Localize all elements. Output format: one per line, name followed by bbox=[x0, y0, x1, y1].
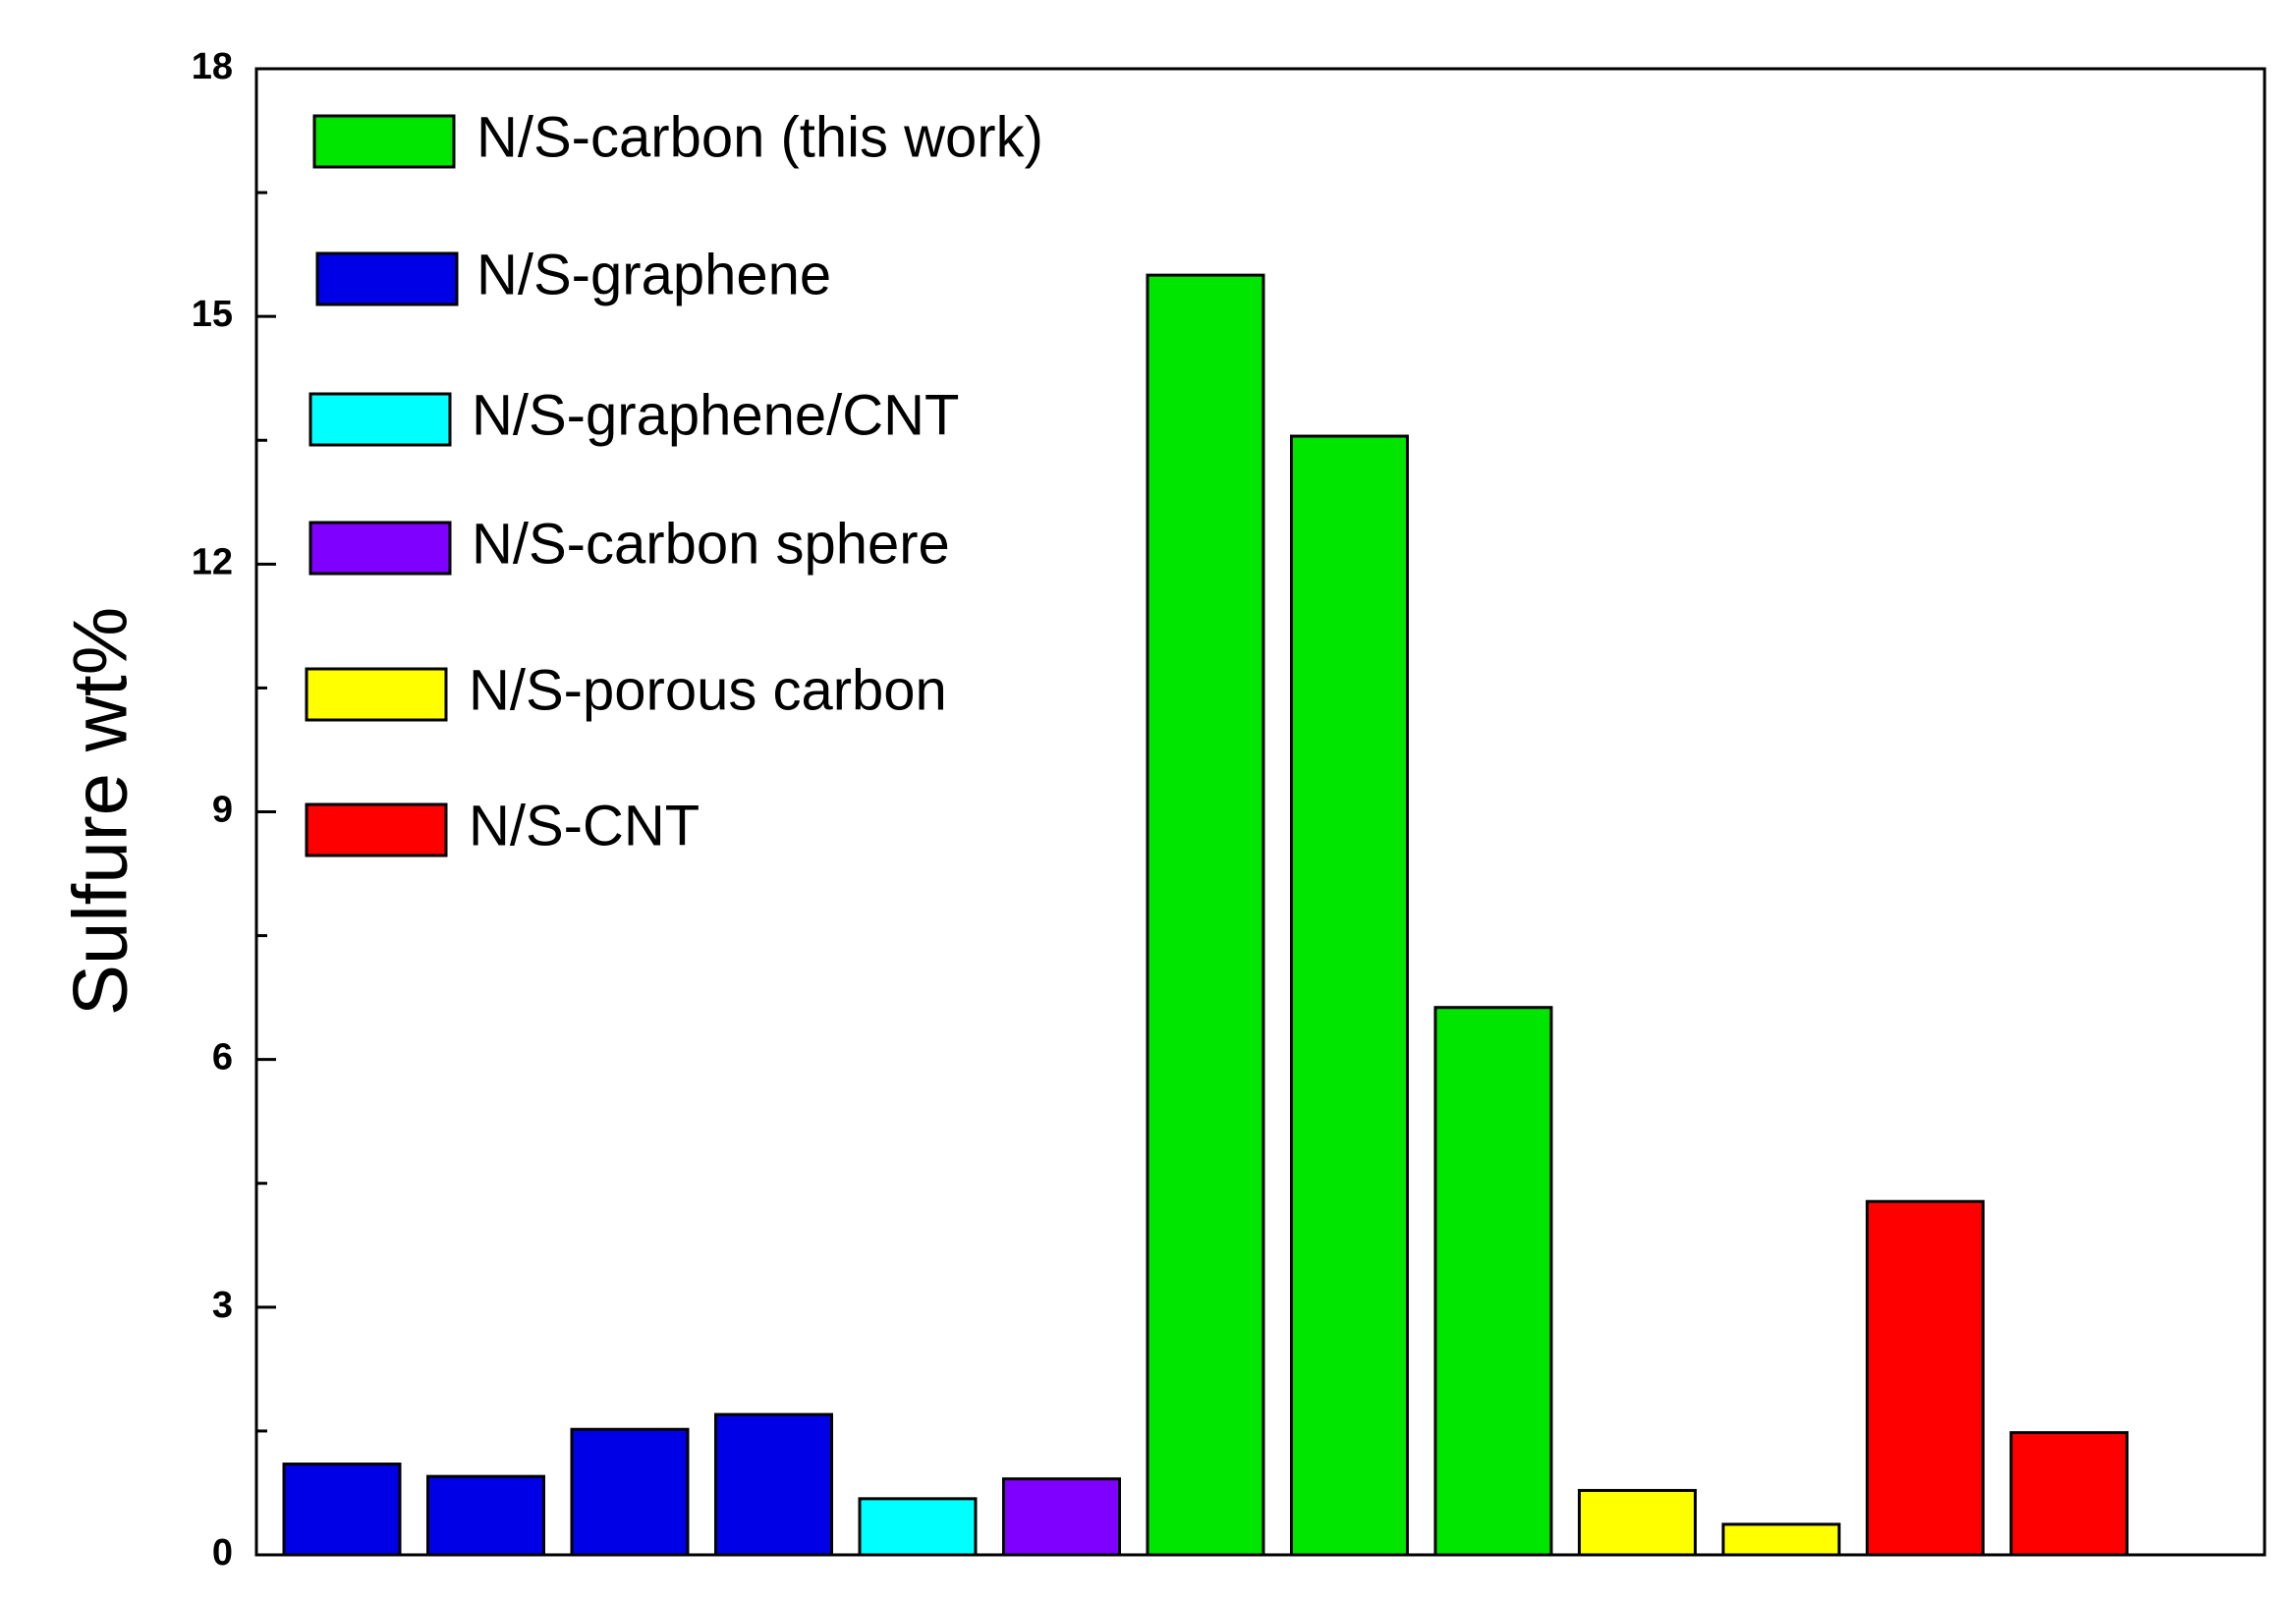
bar bbox=[282, 1463, 402, 1557]
legend-label: N/S-carbon (this work) bbox=[476, 105, 1043, 169]
bar bbox=[858, 1497, 978, 1557]
y-tick-label: 18 bbox=[192, 46, 233, 87]
legend-label: N/S-porous carbon bbox=[469, 658, 947, 722]
y-axis-label: Sulfure wt% bbox=[57, 607, 143, 1016]
bar bbox=[1290, 434, 1409, 1557]
bar bbox=[1433, 1006, 1553, 1557]
bar bbox=[426, 1474, 545, 1557]
y-tick-label: 12 bbox=[192, 541, 233, 582]
legend-label: N/S-graphene bbox=[476, 243, 831, 306]
legend-swatch bbox=[312, 114, 456, 169]
y-axis: 0 3 6 9 12 15 18 bbox=[192, 46, 276, 1574]
bar bbox=[570, 1427, 690, 1557]
legend: N/S-carbon (this work) N/S-graphene N/S-gr… bbox=[305, 105, 1043, 857]
y-tick-label: 3 bbox=[212, 1285, 233, 1326]
legend-label: N/S-graphene/CNT bbox=[472, 383, 959, 447]
y-tick-label: 0 bbox=[212, 1532, 233, 1574]
y-tick-label: 6 bbox=[212, 1037, 233, 1078]
legend-swatch bbox=[308, 392, 452, 447]
legend-swatch bbox=[308, 521, 452, 576]
bar bbox=[714, 1412, 833, 1557]
legend-swatch bbox=[305, 667, 448, 722]
legend-label: N/S-CNT bbox=[469, 794, 700, 857]
bar bbox=[1721, 1522, 1841, 1557]
bar bbox=[2009, 1431, 2129, 1557]
legend-label: N/S-carbon sphere bbox=[472, 512, 950, 576]
bar bbox=[1146, 273, 1265, 1557]
legend-swatch bbox=[315, 251, 459, 306]
legend-swatch bbox=[305, 802, 448, 857]
bar bbox=[1578, 1488, 1697, 1557]
y-tick-label: 15 bbox=[192, 294, 233, 335]
bars-layer bbox=[282, 273, 2129, 1557]
bar bbox=[1866, 1199, 1985, 1557]
bar bbox=[1002, 1477, 1121, 1557]
y-tick-label: 9 bbox=[212, 790, 233, 831]
